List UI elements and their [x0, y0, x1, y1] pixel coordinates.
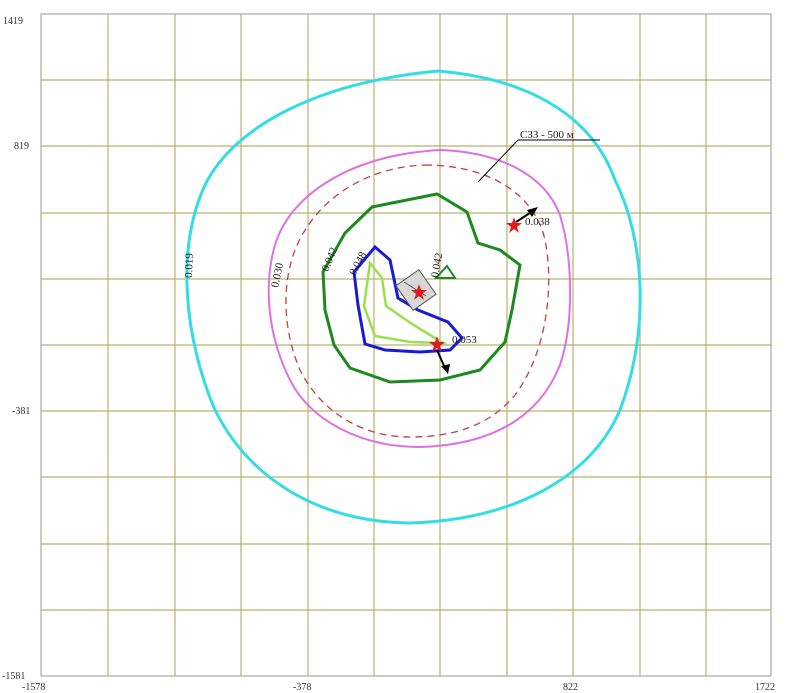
arrow-ne — [515, 207, 538, 223]
isoline-outer — [185, 69, 642, 525]
point-label-south: 0.053 — [452, 334, 477, 346]
y-tick-label: 819 — [14, 141, 29, 152]
y-tick-label: -1581 — [2, 671, 25, 682]
contour-label-outer: 0.019 — [183, 252, 196, 278]
marker-star-center — [411, 284, 427, 300]
isoline-inner-small — [433, 264, 457, 279]
sanitary-zone-label: СЗЗ - 500 м — [520, 129, 574, 141]
marker-star-ne — [506, 217, 522, 233]
arrow-south — [436, 349, 450, 374]
sanitary-zone-boundary — [285, 164, 550, 438]
y-tick-label: -381 — [12, 406, 30, 417]
x-tick-label: -1578 — [22, 682, 45, 693]
contour-label-third: 0.042 — [320, 246, 340, 273]
contour-label-fourth: 0.048 — [347, 249, 369, 277]
contour-label-second: 0.030 — [269, 261, 286, 288]
y-tick-label: 1419 — [3, 16, 23, 27]
zone-leader-line — [477, 139, 519, 183]
x-tick-label: 1722 — [755, 682, 775, 693]
isoline-third — [321, 192, 522, 384]
point-label-ne: 0.038 — [525, 216, 550, 228]
x-tick-label: -378 — [293, 682, 311, 693]
isoline-second — [267, 148, 572, 449]
x-tick-label: 822 — [563, 682, 578, 693]
contour-label-inner: 0.042 — [429, 252, 445, 278]
marker-star-south — [429, 336, 445, 352]
isoline-fourth — [352, 244, 465, 354]
grid — [41, 14, 771, 676]
